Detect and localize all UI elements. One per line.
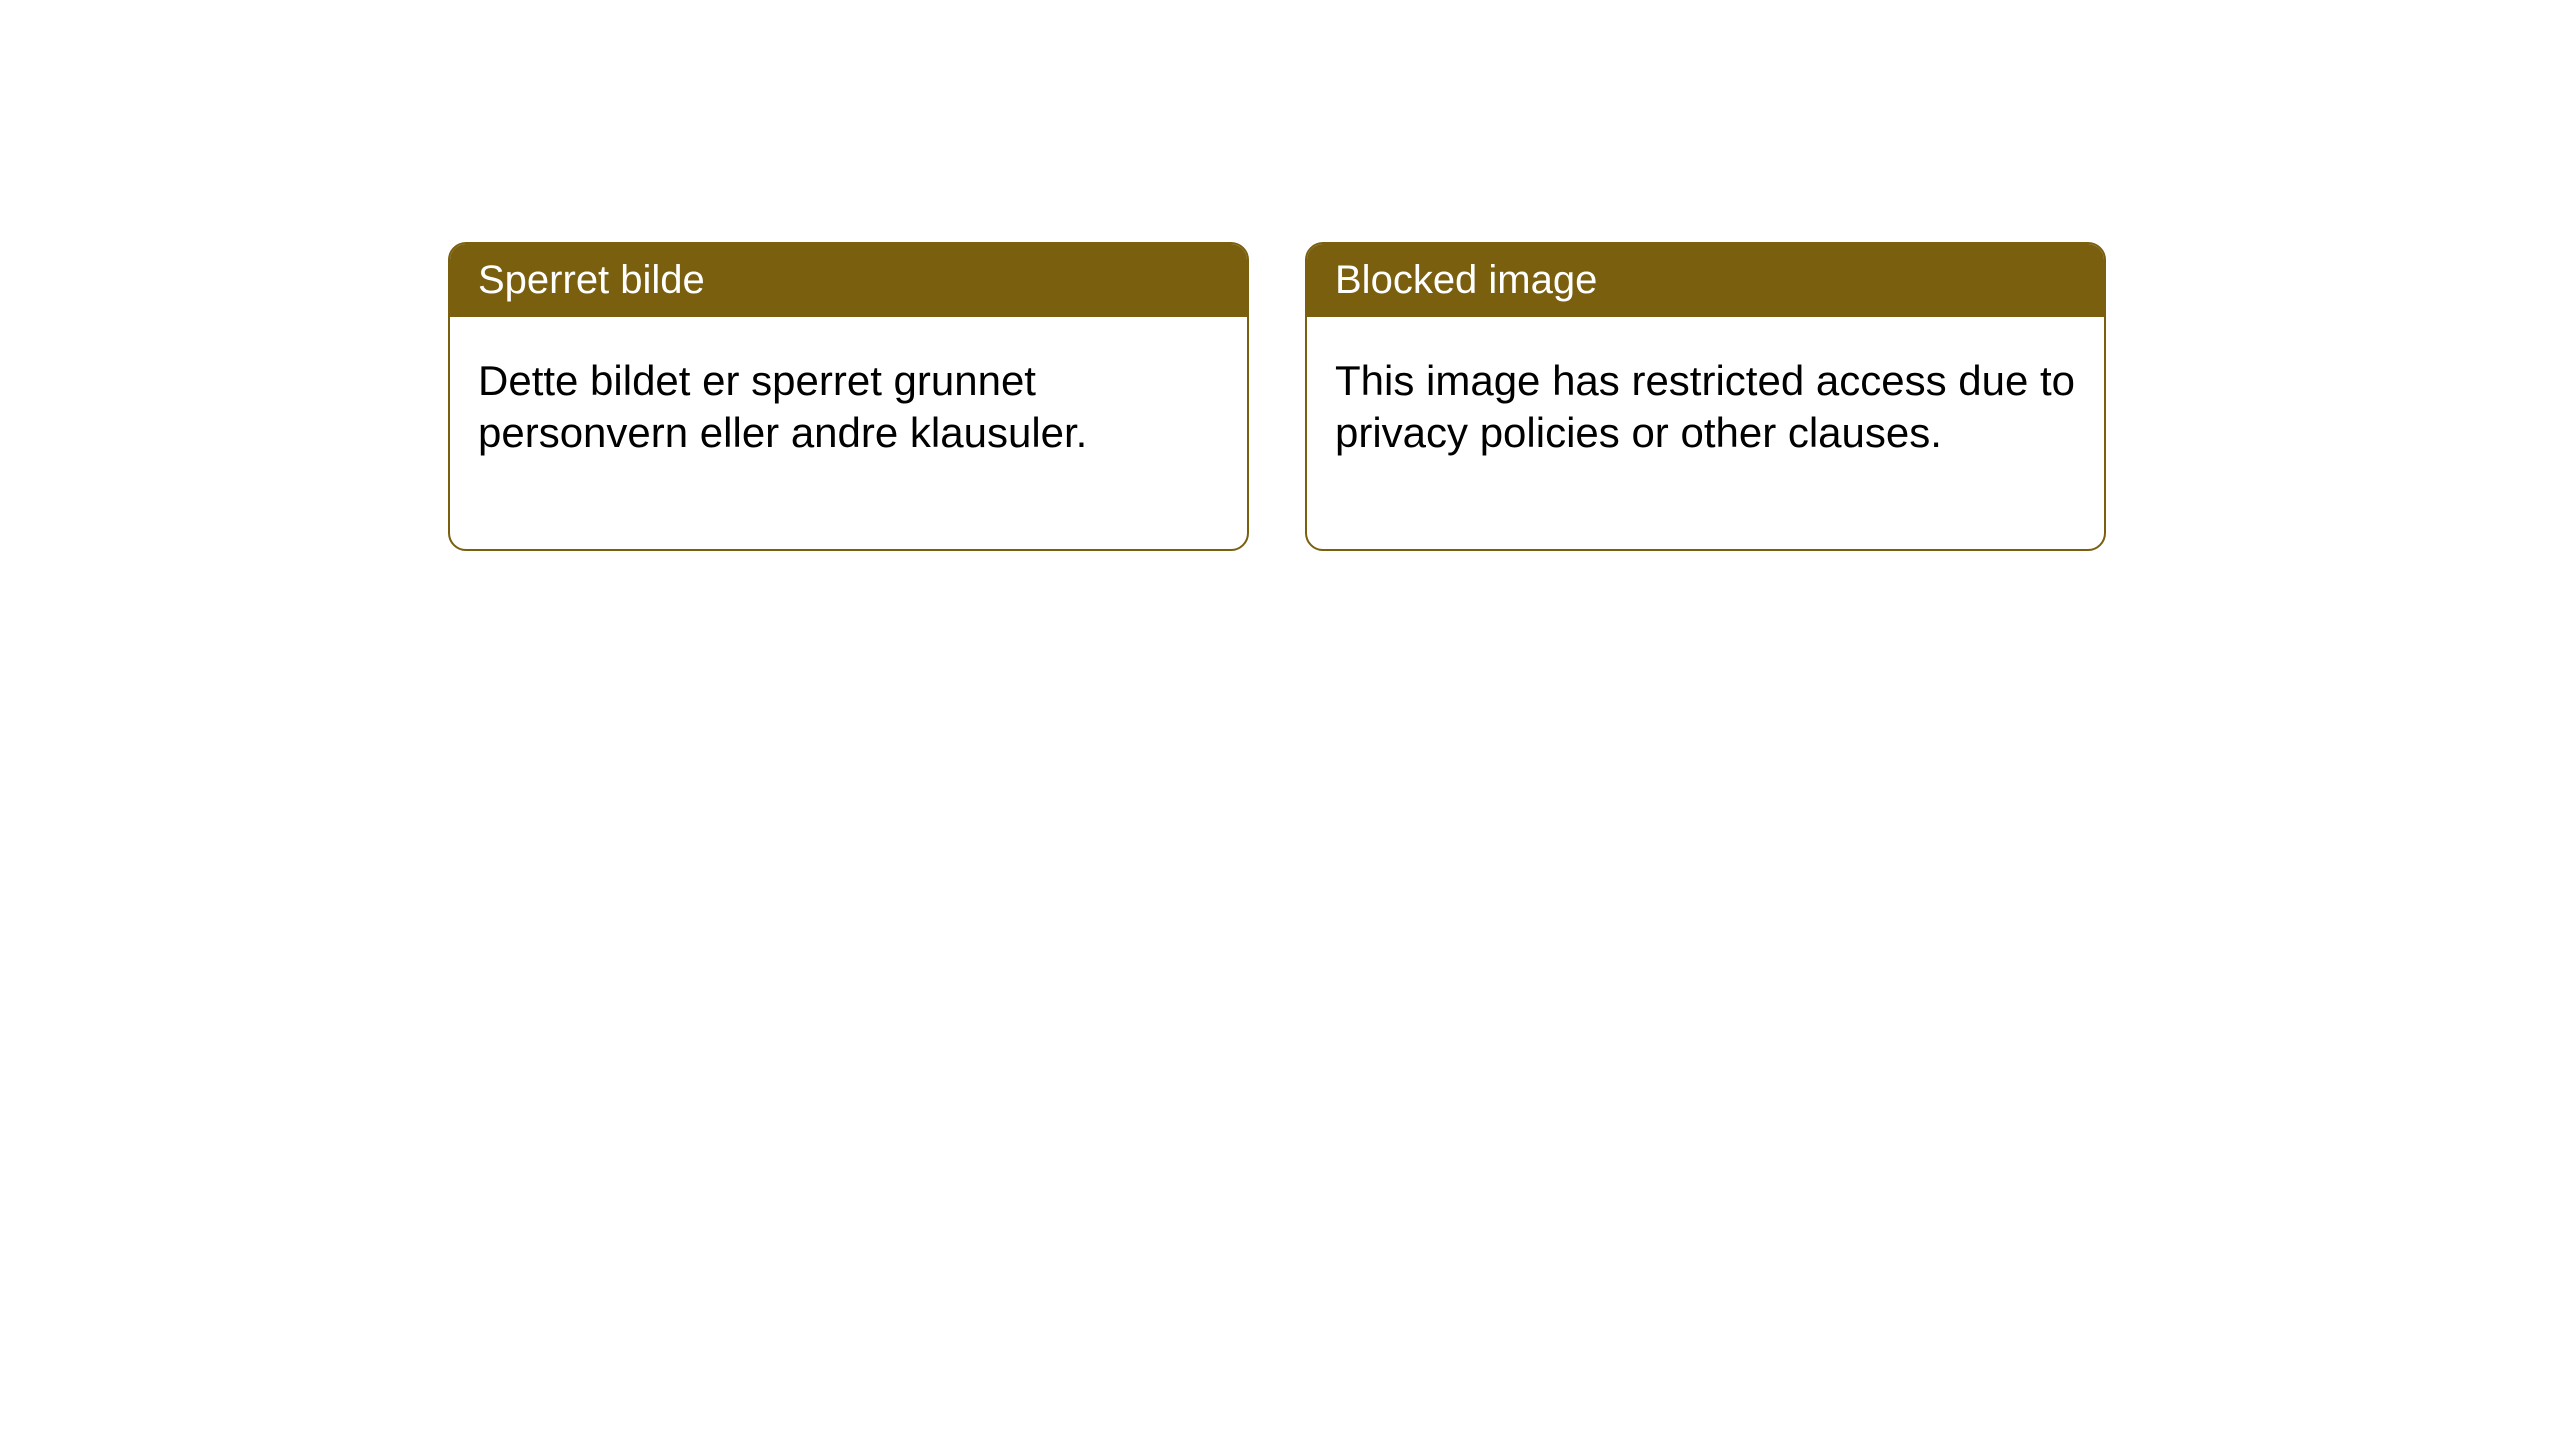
notice-header: Sperret bilde <box>450 244 1247 317</box>
notice-header: Blocked image <box>1307 244 2104 317</box>
notice-container: Sperret bilde Dette bildet er sperret gr… <box>0 0 2560 551</box>
notice-card-norwegian: Sperret bilde Dette bildet er sperret gr… <box>448 242 1249 551</box>
notice-card-english: Blocked image This image has restricted … <box>1305 242 2106 551</box>
notice-body: This image has restricted access due to … <box>1307 317 2104 549</box>
notice-body: Dette bildet er sperret grunnet personve… <box>450 317 1247 549</box>
